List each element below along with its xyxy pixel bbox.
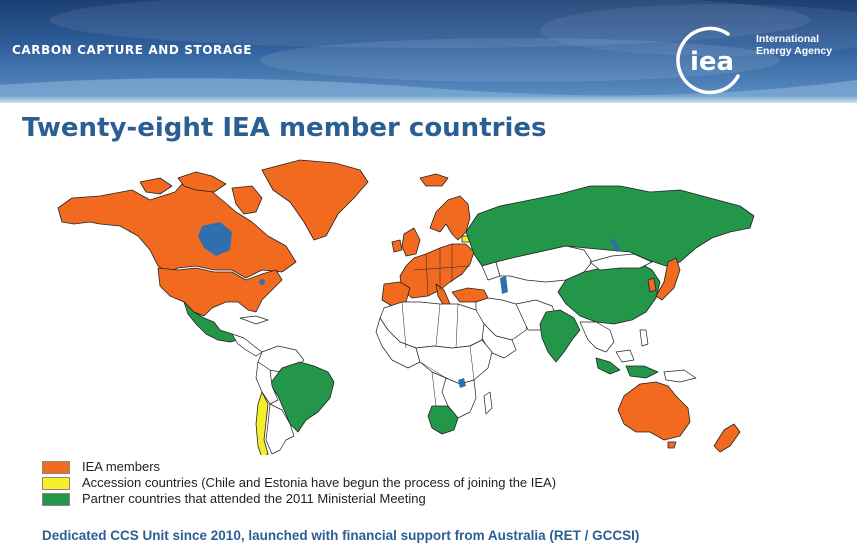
header-banner: CARBON CAPTURE AND STORAGE iea Internati…	[0, 0, 857, 103]
europe-borders	[413, 244, 471, 297]
region-greenland	[261, 159, 369, 241]
region-japan	[655, 257, 681, 301]
legend-swatch-accession	[42, 477, 70, 490]
region-borneo	[615, 349, 635, 363]
slide-title: Twenty-eight IEA member countries	[22, 113, 547, 143]
region-india	[539, 309, 581, 363]
region-australia	[617, 381, 691, 441]
region-new-guinea	[663, 369, 697, 383]
region-russia	[465, 185, 755, 267]
region-uk	[401, 227, 421, 257]
footer-note: Dedicated CCS Unit since 2010, launched …	[42, 528, 640, 543]
great-lakes	[259, 279, 265, 285]
agency-name: International Energy Agency	[756, 33, 832, 57]
agency-name-line1: International	[756, 33, 820, 45]
region-arctic-islands-west	[139, 177, 173, 195]
region-brazil	[269, 361, 335, 433]
region-korea	[647, 277, 657, 293]
agency-name-line2: Energy Agency	[756, 45, 833, 57]
lake-victoria	[458, 378, 466, 388]
region-central-asia	[495, 245, 593, 283]
region-ireland	[391, 239, 403, 253]
legend-swatch-partners	[42, 493, 70, 506]
region-new-zealand	[713, 423, 741, 453]
legend-label-accession: Accession countries (Chile and Estonia h…	[82, 475, 557, 490]
legend-label-partners: Partner countries that attended the 2011…	[82, 491, 426, 506]
region-argentina	[265, 403, 295, 455]
region-iceland	[419, 173, 449, 187]
region-scandinavia	[429, 195, 471, 241]
legend-swatch-iea-members	[42, 461, 70, 474]
region-philippines	[639, 329, 649, 347]
region-south-africa	[427, 405, 459, 435]
region-andes	[255, 361, 279, 405]
region-southeast-asia	[579, 321, 615, 353]
region-baffin	[231, 185, 263, 215]
region-west-africa	[375, 317, 421, 369]
hudson-bay	[198, 222, 232, 256]
region-indonesia-west	[595, 357, 621, 375]
region-madagascar	[483, 391, 493, 415]
section-title: CARBON CAPTURE AND STORAGE	[12, 43, 253, 57]
region-mongolia	[589, 253, 653, 271]
region-arctic-islands	[177, 171, 227, 193]
caspian-sea	[500, 276, 508, 294]
world-map: .m { fill: var(--c-mem); stroke: #222; s…	[57, 159, 755, 455]
region-arabian-peninsula	[481, 323, 517, 359]
legend-label-iea-members: IEA members	[82, 459, 161, 474]
region-cuba	[239, 315, 269, 325]
region-chile	[255, 391, 269, 455]
region-usa	[157, 267, 283, 317]
logo-text: iea	[690, 47, 734, 77]
banner-fade	[0, 96, 857, 103]
region-canada	[57, 183, 297, 279]
region-central-america	[231, 333, 263, 357]
africa-borders	[401, 301, 475, 407]
region-tasmania	[667, 441, 677, 449]
lake-baikal	[610, 238, 620, 252]
iea-logo-icon: iea	[676, 26, 740, 95]
region-indonesia-east	[625, 365, 659, 379]
